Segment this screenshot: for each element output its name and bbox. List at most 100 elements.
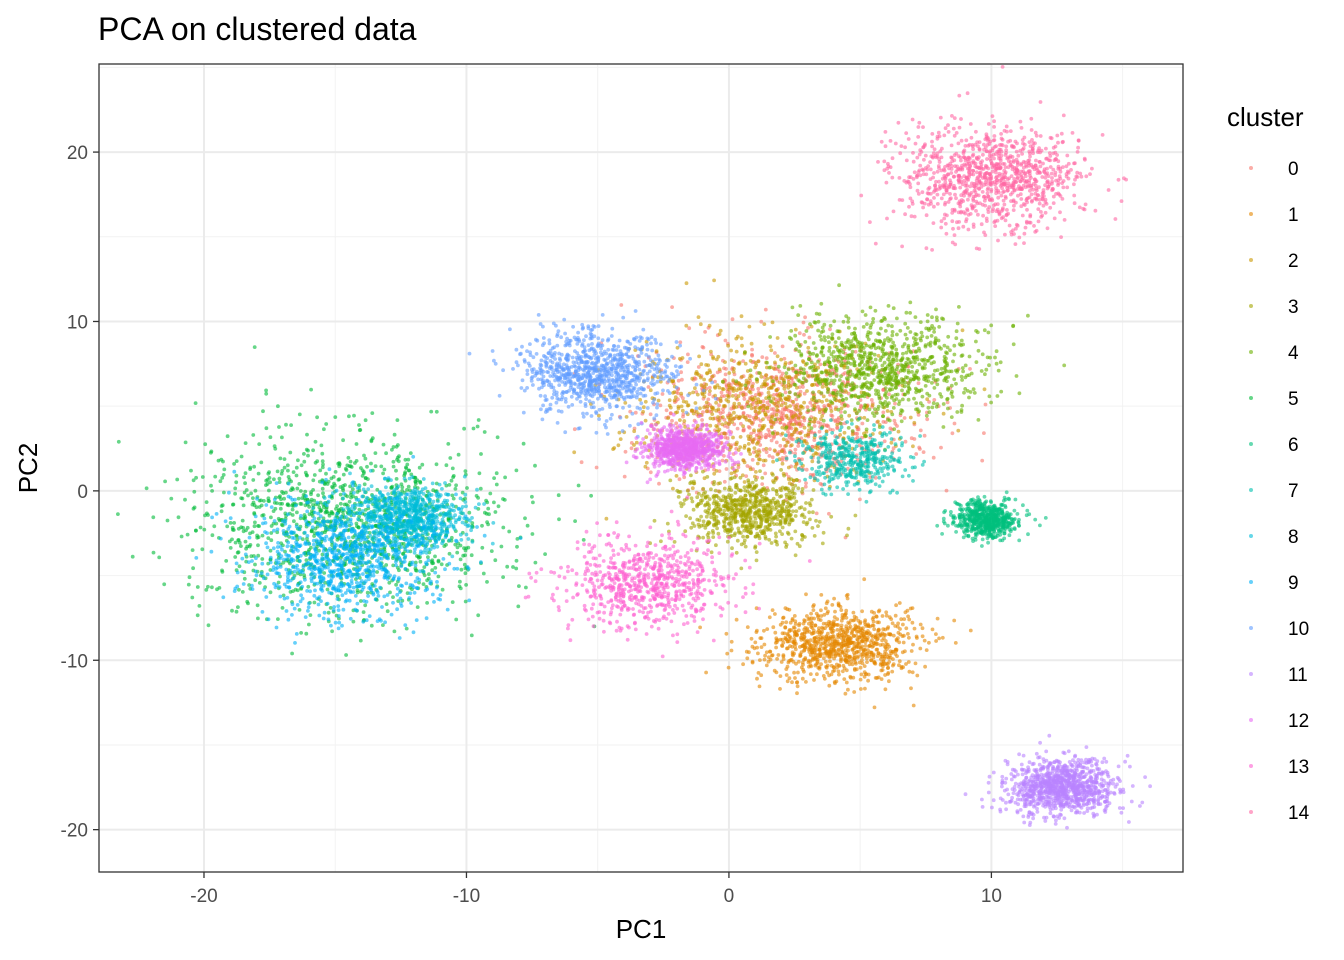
data-point xyxy=(775,404,779,409)
data-point xyxy=(221,473,226,477)
data-point xyxy=(253,562,257,567)
data-point xyxy=(629,446,634,451)
data-point xyxy=(890,621,895,626)
data-point xyxy=(889,617,894,621)
data-point xyxy=(887,644,891,649)
data-point xyxy=(854,373,859,378)
data-point xyxy=(860,309,865,314)
data-point xyxy=(816,615,820,619)
data-point xyxy=(770,320,775,325)
data-point xyxy=(804,467,809,472)
data-point xyxy=(891,340,895,345)
data-point xyxy=(242,475,246,480)
data-point xyxy=(277,495,282,500)
data-point xyxy=(672,540,677,544)
data-point xyxy=(746,404,751,409)
data-point xyxy=(907,635,911,640)
data-point xyxy=(757,488,762,493)
data-point xyxy=(827,349,832,353)
data-point xyxy=(761,399,766,404)
data-point xyxy=(885,662,890,667)
data-point xyxy=(782,356,787,361)
data-point xyxy=(821,621,826,626)
data-point xyxy=(887,656,891,660)
data-point xyxy=(806,326,810,330)
data-point xyxy=(928,343,933,348)
data-point xyxy=(691,507,696,512)
data-point xyxy=(837,672,841,677)
data-point xyxy=(195,585,200,589)
data-point xyxy=(754,470,758,474)
data-point xyxy=(709,550,714,555)
data-point xyxy=(730,317,735,322)
data-point xyxy=(852,690,857,694)
data-point xyxy=(917,362,922,367)
data-point xyxy=(807,510,812,515)
data-point xyxy=(792,422,797,427)
data-point xyxy=(971,387,976,392)
data-point xyxy=(643,418,648,423)
data-point xyxy=(818,362,823,367)
data-point xyxy=(818,618,823,622)
data-point xyxy=(865,418,870,422)
data-point xyxy=(780,449,784,453)
data-point xyxy=(530,532,535,536)
data-point xyxy=(846,687,850,692)
data-point xyxy=(819,349,824,354)
data-point xyxy=(684,323,689,328)
data-point xyxy=(834,374,839,378)
data-point xyxy=(768,344,773,349)
data-point xyxy=(794,509,799,513)
data-point xyxy=(984,367,989,372)
data-point xyxy=(779,403,784,408)
data-point xyxy=(731,369,736,374)
data-point xyxy=(983,372,987,377)
data-point xyxy=(955,410,960,414)
data-point xyxy=(711,531,716,535)
data-point xyxy=(469,553,474,558)
data-point xyxy=(739,336,744,341)
data-point xyxy=(418,559,423,564)
data-point xyxy=(900,366,905,371)
data-point xyxy=(703,330,707,334)
data-point xyxy=(363,418,368,423)
data-point xyxy=(873,346,878,351)
data-point xyxy=(774,376,779,381)
data-point xyxy=(668,405,673,410)
data-point xyxy=(234,473,239,478)
data-point xyxy=(823,659,828,664)
data-point xyxy=(864,434,868,438)
data-point xyxy=(819,608,823,613)
data-point xyxy=(950,389,954,394)
data-point xyxy=(950,431,955,436)
data-point xyxy=(688,516,692,521)
data-point xyxy=(664,408,669,413)
data-point xyxy=(884,652,889,657)
data-point xyxy=(724,398,729,402)
data-point xyxy=(789,477,794,481)
data-point xyxy=(792,641,797,645)
data-point xyxy=(808,322,812,327)
data-point xyxy=(456,452,461,457)
data-point xyxy=(579,460,584,465)
data-point xyxy=(776,364,781,369)
data-point xyxy=(960,366,965,370)
data-point xyxy=(888,377,892,382)
data-point xyxy=(786,465,791,470)
data-point xyxy=(465,486,469,490)
data-point xyxy=(823,642,827,646)
data-point xyxy=(946,386,951,391)
data-point xyxy=(830,332,835,337)
data-point xyxy=(821,394,826,399)
data-point xyxy=(743,544,748,549)
data-point xyxy=(901,622,905,627)
data-point xyxy=(782,365,787,370)
data-point xyxy=(893,421,898,426)
data-point xyxy=(514,558,519,563)
data-point xyxy=(816,524,820,528)
data-point xyxy=(952,421,957,426)
data-point xyxy=(842,677,847,681)
data-point xyxy=(995,394,1000,398)
data-point xyxy=(734,550,739,555)
data-point xyxy=(744,515,749,520)
